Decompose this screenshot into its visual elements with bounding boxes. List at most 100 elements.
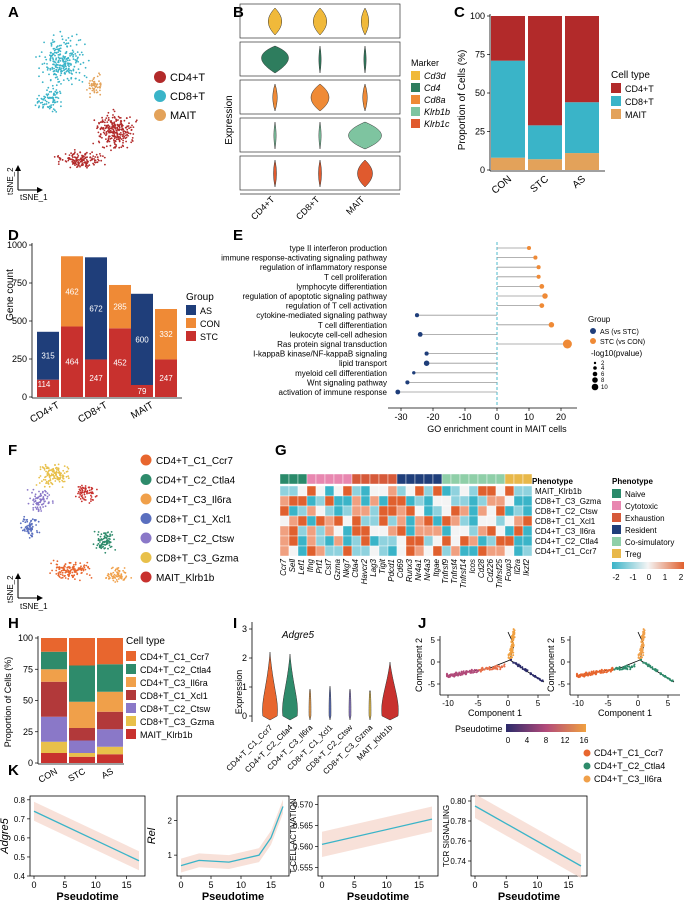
cell-dot (116, 567, 119, 570)
cell-dot (626, 668, 629, 671)
cell-dot (94, 83, 97, 85)
cell-dot (86, 490, 89, 492)
cell-dot (113, 137, 116, 140)
cell-dot (622, 667, 625, 670)
x-tick-label: 10 (236, 880, 246, 890)
cell-dot (81, 81, 84, 83)
cell-dot (74, 578, 76, 580)
cell-dot (43, 97, 46, 100)
gene-label: Tnfrsf9 (441, 558, 450, 583)
heatmap-cell (360, 495, 371, 507)
panel-g: Phenotype MAIT_Klrb1bCD8+T_C3_GzmaCD8+T_… (279, 473, 684, 588)
legend-d-stc: STC (200, 332, 219, 342)
phenotype-cell (450, 473, 461, 485)
cell-dot (44, 96, 47, 99)
pt-tick-3: 12 (561, 736, 570, 745)
cell-dot (57, 463, 60, 466)
cell-dot (74, 568, 76, 570)
cell-dot (98, 80, 100, 83)
bar-segment (528, 16, 562, 126)
cell-dot (64, 577, 67, 579)
cell-dot (493, 665, 496, 668)
heatmap-cell (477, 505, 488, 517)
heatmap-cell (495, 485, 506, 497)
ylabel-b: Expression (224, 95, 235, 144)
heatmap-cell (477, 485, 488, 497)
cell-dot (483, 668, 486, 671)
cell-dot (53, 67, 55, 70)
cell-dot (54, 76, 57, 79)
go-point (405, 380, 410, 385)
cell-dot (116, 132, 119, 135)
cell-dot (48, 485, 51, 488)
go-term-label: leukocyte cell-cell adhesion (290, 330, 387, 339)
cell-dot (639, 657, 642, 659)
cell-dot (112, 108, 115, 111)
y-axis-label: Component 2 (414, 638, 424, 692)
cell-dot (57, 97, 60, 99)
cell-dot (55, 51, 58, 54)
cell-dot (471, 669, 474, 672)
cell-dot (46, 89, 48, 92)
cell-dot (35, 497, 38, 499)
bar-segment (97, 691, 123, 712)
cell-dot (121, 144, 124, 147)
cell-dot (67, 573, 69, 576)
heatmap-cell (477, 545, 488, 557)
bar-segment (491, 60, 525, 158)
heatmap-cell (441, 525, 452, 537)
cell-dot (84, 66, 87, 69)
ylabel-d: Gene count (5, 269, 16, 321)
go-point (395, 389, 401, 395)
cell-dot (113, 116, 116, 118)
cell-dot (44, 500, 46, 503)
cell-dot (503, 665, 505, 667)
cbar-tick-g-0: -2 (612, 573, 620, 582)
panel-label-g: G (275, 442, 287, 459)
heatmap-cell (306, 545, 317, 557)
cell-dot (67, 467, 70, 470)
cell-dot (45, 103, 48, 105)
cell-dot (73, 152, 76, 155)
legend-e-stc: STC (vs CON) (600, 339, 645, 346)
heatmap-cell (432, 485, 443, 497)
cell-dot (58, 64, 61, 67)
cell-dot (63, 472, 66, 474)
cell-dot (88, 489, 91, 492)
go-point (424, 351, 429, 356)
cell-dot (642, 628, 645, 631)
cell-dot (69, 158, 72, 161)
phenotype-cell (513, 473, 524, 485)
cell-dot (99, 83, 102, 86)
cell-dot (72, 58, 75, 60)
heatmap-cell (468, 515, 479, 527)
x-tick-label: -5 (604, 699, 612, 708)
cell-dot (653, 668, 656, 671)
cell-dot (467, 670, 470, 673)
cell-dot (97, 531, 100, 533)
y-tick-label: 1 (168, 851, 173, 860)
cell-dot (99, 133, 102, 135)
cell-dot (61, 479, 63, 482)
cell-dot (38, 100, 40, 103)
heatmap-cell (423, 505, 434, 517)
cell-dot (118, 570, 121, 573)
cell-dot (615, 667, 617, 670)
cell-dot (55, 466, 58, 469)
cell-dot (50, 52, 52, 54)
cell-dot (120, 123, 123, 126)
cell-dot (93, 161, 96, 163)
cell-dot (61, 35, 63, 38)
cell-dot (75, 571, 77, 574)
heatmap-cell (306, 525, 317, 537)
heatmap-cell (432, 515, 443, 527)
cell-dot (630, 665, 633, 668)
x-tick-label: 0 (178, 880, 183, 890)
cell-dot (116, 130, 118, 132)
cell-dot (46, 474, 49, 477)
cell-dot (503, 663, 506, 666)
cell-dot (59, 50, 62, 53)
cell-dot (30, 520, 32, 523)
bar-segment (97, 746, 123, 755)
cell-dot (84, 490, 87, 492)
